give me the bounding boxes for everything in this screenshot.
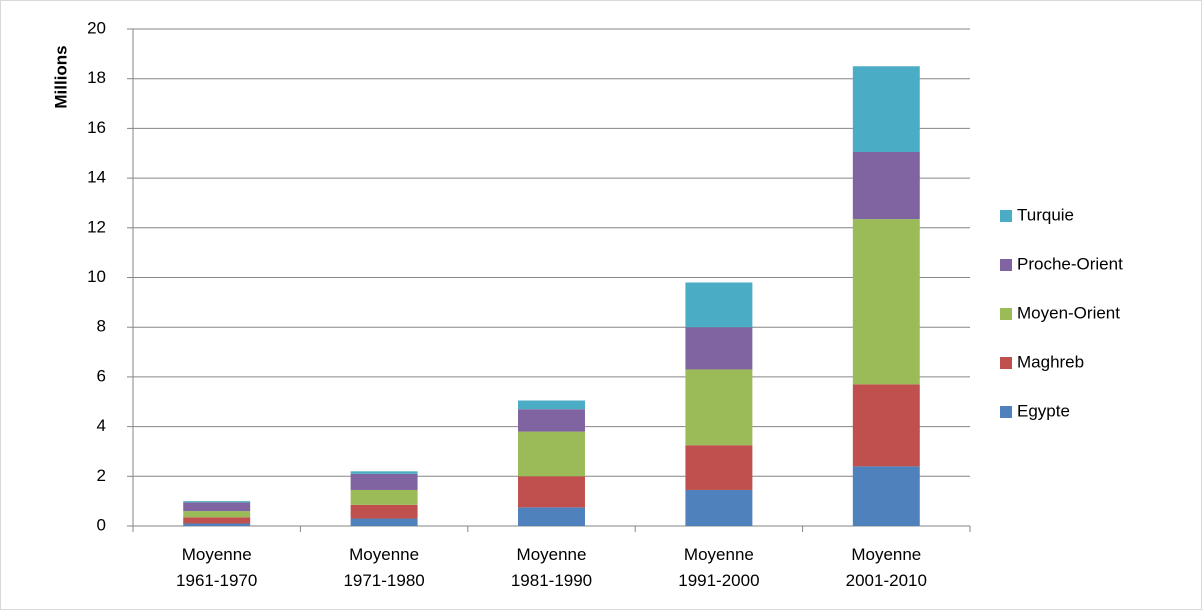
legend-label: Egypte [1017,401,1070,420]
bar-segment [852,466,920,526]
bar-segment [350,473,418,490]
bar-segment [350,471,418,474]
bar-segment [183,523,251,526]
y-tick-label: 4 [97,416,106,435]
bar-segment [350,518,418,526]
bar-segment [350,489,418,505]
legend-label: Maghreb [1017,352,1084,371]
bar-segment [183,517,251,524]
legend-swatch [1000,210,1012,222]
x-tick-label: Moyenne 1991-2000 [678,545,759,590]
y-axis-title: Millions [51,45,70,108]
legend-label: Proche-Orient [1017,254,1123,273]
legend-swatch [1000,308,1012,320]
y-tick-label: 14 [87,168,106,187]
legend-swatch [1000,357,1012,369]
bar-segment [685,489,753,526]
legend-swatch [1000,406,1012,418]
y-tick-label: 16 [87,118,106,137]
bar-segment [685,327,753,370]
bar-segment [350,504,418,519]
y-tick-label: 18 [87,68,106,87]
bar-segment [685,282,753,328]
y-tick-label: 0 [97,515,106,534]
bar-segment [852,152,920,220]
y-tick-label: 10 [87,267,106,286]
bar-segment [852,384,920,467]
y-tick-label: 20 [87,18,106,37]
bar-segment [685,445,753,490]
legend-label: Turquie [1017,205,1074,224]
bar-segment [518,400,585,410]
bar-segment [852,219,920,385]
x-tick-label: Moyenne 1971-1980 [343,545,424,590]
bar-segment [518,431,585,477]
bar-segment [685,369,753,446]
x-tick-label: Moyenne 1981-1990 [511,545,592,590]
bar-segment [518,507,585,526]
y-tick-label: 6 [97,366,106,385]
y-tick-label: 2 [97,466,106,485]
bar-segment [183,502,251,512]
bar-segment [518,476,585,508]
bar-segment [518,409,585,432]
bar-segment [183,501,251,503]
y-tick-label: 12 [87,217,106,236]
x-tick-label: Moyenne 2001-2010 [846,545,927,590]
y-tick-label: 8 [97,317,106,336]
legend-label: Moyen-Orient [1017,303,1120,322]
bar-segment [852,66,920,153]
x-tick-label: Moyenne 1961-1970 [176,545,257,590]
legend-swatch [1000,259,1012,271]
bar-segment [183,511,251,518]
